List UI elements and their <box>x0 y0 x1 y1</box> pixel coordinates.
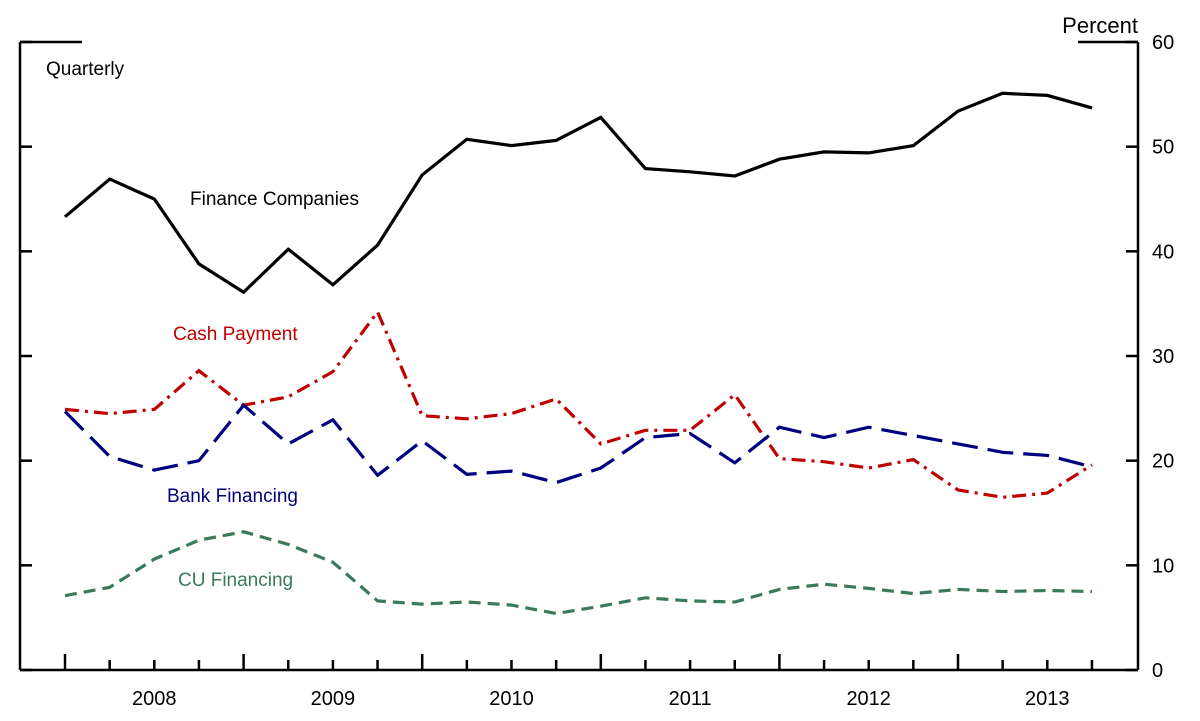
chart-axes: 0 10 20 30 40 50 60 2008 2009 2010 2011 2012 2013 <box>18 32 1174 710</box>
series-label: Bank Financing <box>167 486 298 507</box>
y-tick-label: 40 <box>1152 241 1174 263</box>
x-year-label: 2009 <box>311 688 356 710</box>
y-tick-label: 0 <box>1152 660 1163 682</box>
chart-series-lines <box>63 91 1093 616</box>
x-year-label: 2012 <box>846 688 891 710</box>
unit-label: Percent <box>1062 13 1138 38</box>
chart-series-labels: Finance Companies Cash Payment Bank Financ… <box>167 189 359 591</box>
series-label: Cash Payment <box>173 324 298 345</box>
series-line-cash-payment <box>64 308 1093 499</box>
series-line-finance-companies <box>63 91 1093 295</box>
series-line-cu-financing <box>64 530 1093 616</box>
y-tick-label: 10 <box>1152 555 1174 577</box>
y-tick-label: 20 <box>1152 451 1174 473</box>
x-year-label: 2011 <box>669 688 712 710</box>
x-year-label: 2008 <box>132 688 177 710</box>
series-label: CU Financing <box>178 570 293 591</box>
frequency-label: Quarterly <box>46 59 125 80</box>
series-label: Finance Companies <box>190 189 359 210</box>
y-tick-label: 60 <box>1152 32 1174 54</box>
series-line-bank-financing <box>63 402 1093 485</box>
x-year-label: 2013 <box>1025 688 1070 710</box>
y-tick-label: 30 <box>1152 346 1174 368</box>
y-tick-label: 50 <box>1152 137 1174 159</box>
x-year-label: 2010 <box>489 688 534 710</box>
